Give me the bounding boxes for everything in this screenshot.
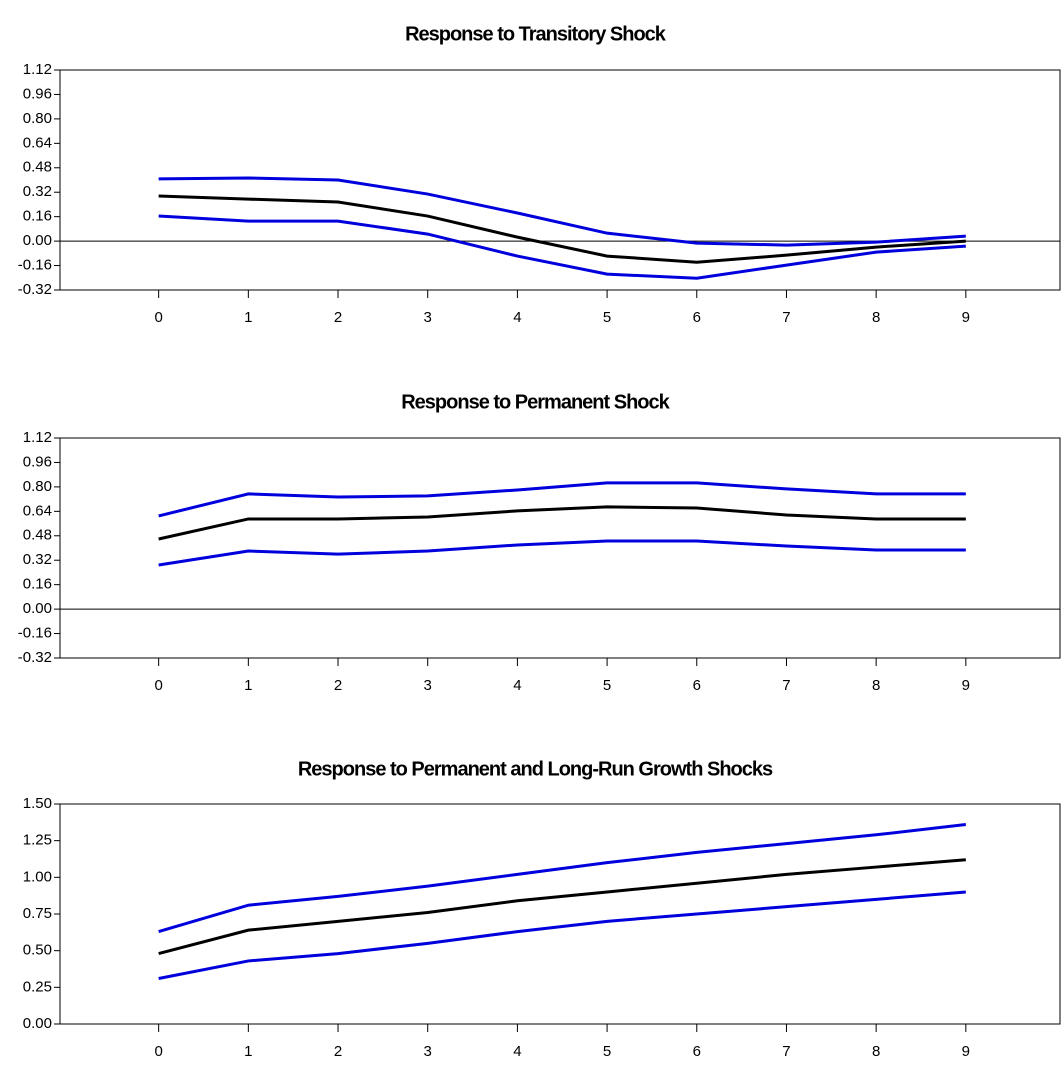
- panel-title: Response to Permanent and Long-Run Growt…: [298, 758, 773, 780]
- x-tick-label: 0: [154, 677, 162, 694]
- y-tick-label: 0.16: [23, 208, 52, 225]
- x-tick-label: 8: [872, 1043, 880, 1060]
- series-line: [158, 890, 966, 981]
- x-tick-label: 8: [872, 309, 880, 326]
- series-line: [158, 176, 966, 247]
- x-tick-label: 3: [424, 1043, 432, 1060]
- series-line: [158, 481, 966, 518]
- x-tick-label: 1: [244, 309, 252, 326]
- plot-frame: [59, 437, 1061, 659]
- y-tick-label: 1.50: [23, 795, 52, 812]
- panel-title: Response to Transitory Shock: [405, 23, 667, 45]
- y-tick-label: 0.80: [23, 478, 52, 495]
- y-tick-label: 1.25: [23, 832, 52, 849]
- panel-title: Response to Permanent Shock: [401, 391, 670, 413]
- series-line: [158, 194, 966, 264]
- y-tick-label: 0.48: [23, 159, 52, 176]
- y-tick-label: 1.12: [23, 429, 52, 446]
- y-tick-label: 0.96: [23, 453, 52, 470]
- x-tick-label: 9: [962, 1043, 970, 1060]
- y-tick-label: 1.00: [23, 868, 52, 885]
- x-tick-label: 7: [782, 677, 790, 694]
- y-tick-label: -0.16: [18, 625, 52, 642]
- y-tick-label: 0.80: [23, 110, 52, 127]
- x-tick-label: 4: [513, 309, 521, 326]
- y-tick-label: 0.16: [23, 576, 52, 593]
- x-tick-label: 7: [782, 309, 790, 326]
- x-tick-label: 3: [424, 309, 432, 326]
- x-tick-label: 2: [334, 1043, 342, 1060]
- x-tick-label: 4: [513, 677, 521, 694]
- x-tick-label: 1: [244, 1043, 252, 1060]
- x-tick-label: 0: [154, 1043, 162, 1060]
- y-tick-label: 1.12: [23, 61, 52, 78]
- x-tick-label: 4: [513, 1043, 521, 1060]
- y-tick-label: 0.32: [23, 551, 52, 568]
- x-tick-label: 9: [962, 677, 970, 694]
- y-tick-label: 0.25: [23, 978, 52, 995]
- x-tick-label: 6: [693, 677, 701, 694]
- series-line: [158, 858, 966, 956]
- series-line: [158, 539, 966, 567]
- series-line: [158, 214, 966, 280]
- y-tick-label: 0.48: [23, 527, 52, 544]
- y-tick-label: 0.50: [23, 942, 52, 959]
- y-tick-label: 0.32: [23, 183, 52, 200]
- x-tick-label: 8: [872, 677, 880, 694]
- x-tick-label: 5: [603, 677, 611, 694]
- y-tick-label: 0.75: [23, 905, 52, 922]
- x-tick-label: 9: [962, 309, 970, 326]
- x-tick-label: 6: [693, 1043, 701, 1060]
- x-tick-label: 7: [782, 1043, 790, 1060]
- y-tick-label: 0.00: [23, 232, 52, 249]
- y-tick-label: 0.00: [23, 1015, 52, 1032]
- x-tick-label: 6: [693, 309, 701, 326]
- x-tick-label: 0: [154, 309, 162, 326]
- plot-frame: [59, 69, 1061, 291]
- x-tick-label: 5: [603, 1043, 611, 1060]
- y-tick-label: 0.96: [23, 85, 52, 102]
- y-tick-label: -0.16: [18, 257, 52, 274]
- x-tick-label: 5: [603, 309, 611, 326]
- y-tick-label: 0.64: [23, 134, 52, 151]
- x-tick-label: 3: [424, 677, 432, 694]
- x-tick-label: 1: [244, 677, 252, 694]
- y-tick-label: -0.32: [18, 281, 52, 298]
- x-tick-label: 2: [334, 309, 342, 326]
- y-tick-label: -0.32: [18, 649, 52, 666]
- series-line: [158, 505, 966, 541]
- y-tick-label: 0.64: [23, 502, 52, 519]
- y-tick-label: 0.00: [23, 600, 52, 617]
- series-line: [158, 823, 967, 934]
- x-tick-label: 2: [334, 677, 342, 694]
- plot-frame: [59, 803, 1061, 1025]
